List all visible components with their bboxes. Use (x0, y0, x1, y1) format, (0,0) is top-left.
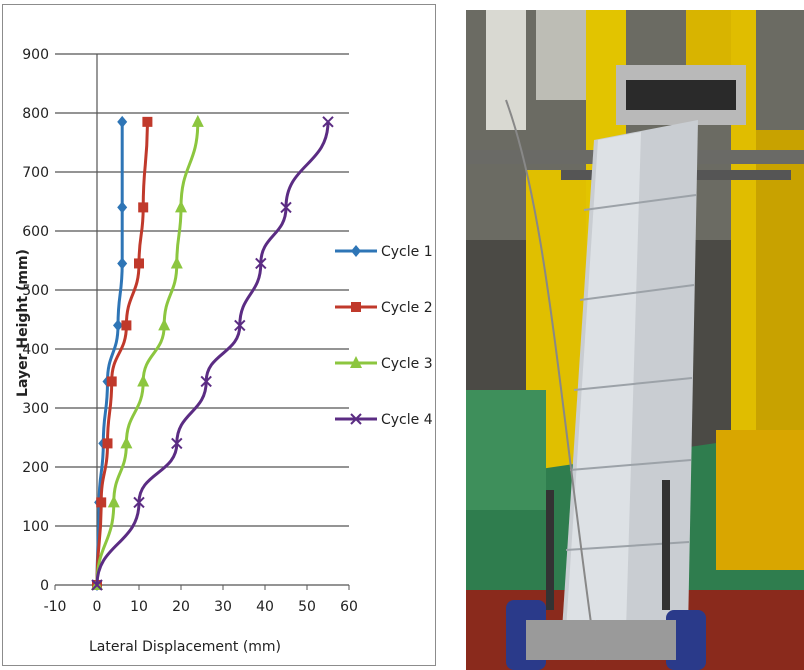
x-tick-label-50: 50 (298, 599, 316, 615)
legend-marker-3 (350, 356, 362, 368)
series-3-point-4 (158, 318, 171, 331)
x-tick-label--10: -10 (44, 599, 67, 615)
series-3-point-2 (120, 436, 133, 449)
y-tick-label-500: 500 (22, 283, 49, 299)
series-4-point-2 (171, 437, 183, 450)
series-4-point-0 (91, 579, 103, 591)
y-tick-label-0: 0 (40, 578, 49, 594)
series-line-4 (95, 121, 330, 586)
series-4-point-3 (200, 375, 212, 388)
series-4-point-6 (280, 201, 292, 214)
x-tick-label-10: 10 (130, 599, 148, 615)
specimen-photo (466, 10, 804, 670)
series-1-point-5 (117, 257, 128, 270)
legend-marker-4 (350, 413, 362, 425)
series-1-point-6 (117, 201, 128, 214)
series-1-point-4 (113, 319, 123, 332)
series-4-point-1 (133, 496, 145, 509)
series-layer (91, 114, 334, 591)
legend-label-3: Cycle 3 (381, 356, 433, 372)
axis-layer: 0 100 200 300 400 500 600 700 800 900 -10 0 10 20 30 40… (22, 47, 358, 615)
x-tick-label-30: 30 (214, 599, 232, 615)
series-3-point-1 (107, 495, 120, 508)
series-2-point-7 (142, 116, 153, 127)
series-3-point-3 (137, 374, 150, 387)
y-tick-label-100: 100 (22, 519, 49, 535)
series-4-point-4 (234, 319, 246, 332)
y-tick-label-800: 800 (22, 106, 49, 122)
x-tick-label-20: 20 (172, 599, 190, 615)
series-3-point-5 (170, 256, 183, 269)
series-4-point-5 (255, 257, 267, 270)
y-tick-label-400: 400 (22, 342, 49, 358)
y-axis-title: Layer Height (mm) (15, 249, 31, 397)
y-tick-label-300: 300 (22, 401, 49, 417)
y-tick-label-900: 900 (22, 47, 49, 63)
legend-layer: Cycle 1 Cycle 2 Cycle 3 Cycle 4 (335, 244, 433, 428)
y-tick-label-200: 200 (22, 460, 49, 476)
series-3-point-6 (175, 200, 187, 213)
test-specimen-photo-icon (466, 10, 804, 670)
series-1-point-7 (117, 115, 128, 128)
series-2-point-6 (138, 202, 149, 213)
series-2-point-5 (134, 258, 144, 269)
chart-panel: 0 100 200 300 400 500 600 700 800 900 -10 0 10 20 30 40… (2, 4, 436, 666)
series-4-point-7 (322, 116, 334, 128)
legend-marker-1 (351, 245, 361, 257)
legend-label-2: Cycle 2 (381, 300, 433, 316)
series-2-point-3 (106, 376, 117, 387)
legend-label-1: Cycle 1 (381, 244, 433, 260)
x-tick-label-0: 0 (93, 599, 102, 615)
x-axis-title: Lateral Displacement (mm) (89, 639, 281, 655)
series-3-point-7 (191, 114, 204, 127)
series-2-point-1 (96, 497, 107, 508)
chart-svg: 0 100 200 300 400 500 600 700 800 900 -10 0 10 20 30 40… (15, 47, 433, 655)
y-tick-label-700: 700 (22, 165, 49, 181)
legend-label-4: Cycle 4 (381, 412, 433, 428)
y-tick-label-600: 600 (22, 224, 49, 240)
series-2-point-2 (102, 438, 113, 449)
legend-marker-2 (351, 302, 361, 312)
x-tick-label-60: 60 (340, 599, 358, 615)
series-2-point-4 (121, 320, 132, 331)
x-tick-label-40: 40 (256, 599, 274, 615)
